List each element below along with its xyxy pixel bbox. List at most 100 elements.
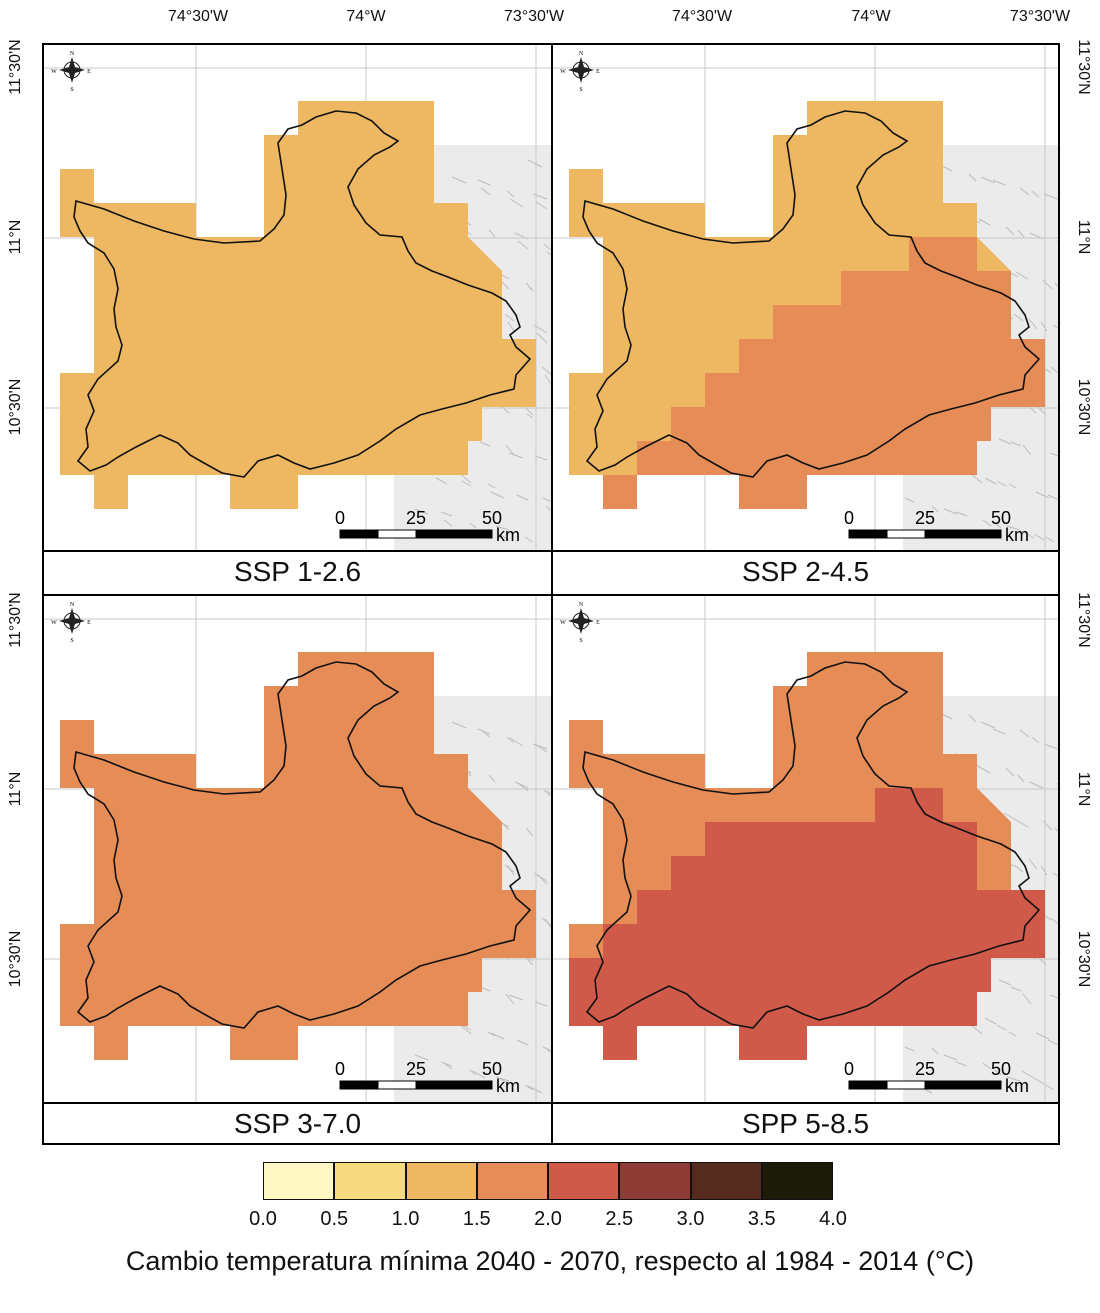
caption-ssp126: SSP 1-2.6: [42, 550, 553, 596]
svg-text:W: W: [51, 69, 57, 75]
terrain-line: [495, 525, 510, 531]
terrain-line: [498, 1077, 510, 1085]
svg-text:S: S: [70, 87, 73, 93]
terrain-line: [1033, 533, 1045, 541]
lat-label-left-top-1: 11°30'N: [7, 39, 24, 95]
terrain-line: [1031, 190, 1040, 198]
terrain-line: [1049, 994, 1058, 999]
terrain-line: [469, 1069, 477, 1076]
svg-text:km: km: [1005, 1076, 1029, 1096]
terrain-line: [440, 511, 453, 517]
svg-text:25: 25: [406, 1059, 426, 1079]
terrain-line: [1006, 1076, 1021, 1082]
terrain-line: [1021, 530, 1035, 539]
terrain-line: [516, 494, 529, 501]
terrain-line: [536, 332, 548, 344]
terrain-line: [535, 744, 548, 753]
svg-text:W: W: [51, 620, 57, 626]
terrain-line: [490, 491, 505, 499]
terrain-line: [1050, 366, 1058, 374]
terrain-line: [545, 1047, 551, 1054]
svg-text:25: 25: [915, 1059, 935, 1079]
terrain-line: [487, 1031, 496, 1037]
legend-title: Cambio temperatura mínima 2040 - 2070, r…: [125, 1246, 975, 1276]
terrain-line: [472, 1070, 486, 1079]
terrain-line: [507, 865, 515, 876]
svg-text:0: 0: [335, 508, 345, 528]
svg-text:km: km: [496, 1076, 520, 1096]
terrain-line: [992, 179, 1006, 186]
svg-text:N: N: [579, 602, 584, 608]
region-boundary: [582, 110, 1041, 478]
terrain-line: [517, 240, 529, 250]
terrain-line: [1054, 282, 1058, 288]
terrain-line: [477, 728, 491, 735]
lon-label-right-1: 74°30'W: [671, 8, 733, 25]
legend-tick-label: 1.5: [462, 1208, 491, 1230]
svg-text:0: 0: [844, 508, 854, 528]
svg-text:25: 25: [915, 508, 935, 528]
terrain-line: [506, 736, 515, 744]
terrain-line: [505, 993, 515, 1005]
terrain-line: [544, 918, 551, 929]
terrain-line: [532, 743, 548, 750]
terrain-line: [525, 827, 534, 837]
terrain-line: [1017, 774, 1025, 783]
lon-label-right-3: 73°30'W: [1009, 8, 1071, 25]
terrain-line: [1013, 864, 1024, 873]
terrain-line: [543, 789, 551, 797]
terrain-line: [534, 455, 548, 461]
terrain-line: [1047, 1039, 1058, 1046]
terrain-line: [1043, 743, 1058, 750]
terrain-line: [978, 766, 991, 774]
terrain-line: [488, 229, 496, 238]
terrain-line: [527, 1085, 543, 1094]
lat-label-left-top-3: 10°30'N: [7, 378, 24, 436]
terrain-line: [546, 251, 551, 256]
terrain-line: [527, 159, 543, 168]
terrain-line: [1005, 767, 1015, 777]
terrain-line: [996, 480, 1007, 487]
terrain-line: [1022, 993, 1032, 1005]
terrain-line: [1022, 444, 1032, 456]
terrain-line: [1047, 494, 1058, 501]
terrain-line: [469, 522, 477, 529]
terrain-line: [1040, 321, 1048, 332]
terrain-line: [1045, 1084, 1055, 1091]
terrain-line: [488, 774, 496, 783]
terrain-line: [1005, 226, 1015, 236]
terrain-line: [980, 176, 996, 184]
svg-text:25: 25: [406, 508, 426, 528]
svg-text:50: 50: [991, 1059, 1011, 1079]
terrain-line: [508, 452, 524, 459]
terrain-line: [1031, 736, 1040, 744]
terrain-line: [505, 444, 515, 456]
legend-tick-label: 3.0: [676, 1208, 705, 1230]
legend-swatch-6: [690, 1162, 762, 1200]
legend-swatch-7: [761, 1162, 833, 1200]
terrain-line: [1040, 865, 1048, 876]
terrain-line: [968, 714, 977, 723]
terrain-line: [461, 480, 472, 487]
legend-tick-label: 4.0: [819, 1208, 847, 1230]
legend-swatch-4: [548, 1162, 620, 1200]
terrain-line: [541, 366, 551, 375]
terrain-line: [507, 321, 515, 332]
terrain-line: [994, 522, 1002, 529]
terrain-line: [1015, 819, 1029, 828]
svg-text:W: W: [560, 620, 566, 626]
terrain-line: [480, 187, 491, 196]
legend-tick-label: 0.0: [249, 1208, 277, 1230]
terrain-line: [1028, 858, 1038, 870]
lat-label-right-bottom-3: 10°30'N: [1075, 930, 1092, 988]
terrain-line: [480, 729, 491, 738]
terrain-line: [504, 313, 515, 322]
lon-label-left-2: 74°W: [346, 8, 386, 25]
terrain-line: [414, 1054, 429, 1061]
map-panel-spp585: N S E W 0 25 50 km: [551, 594, 1060, 1104]
terrain-line: [1029, 781, 1044, 789]
